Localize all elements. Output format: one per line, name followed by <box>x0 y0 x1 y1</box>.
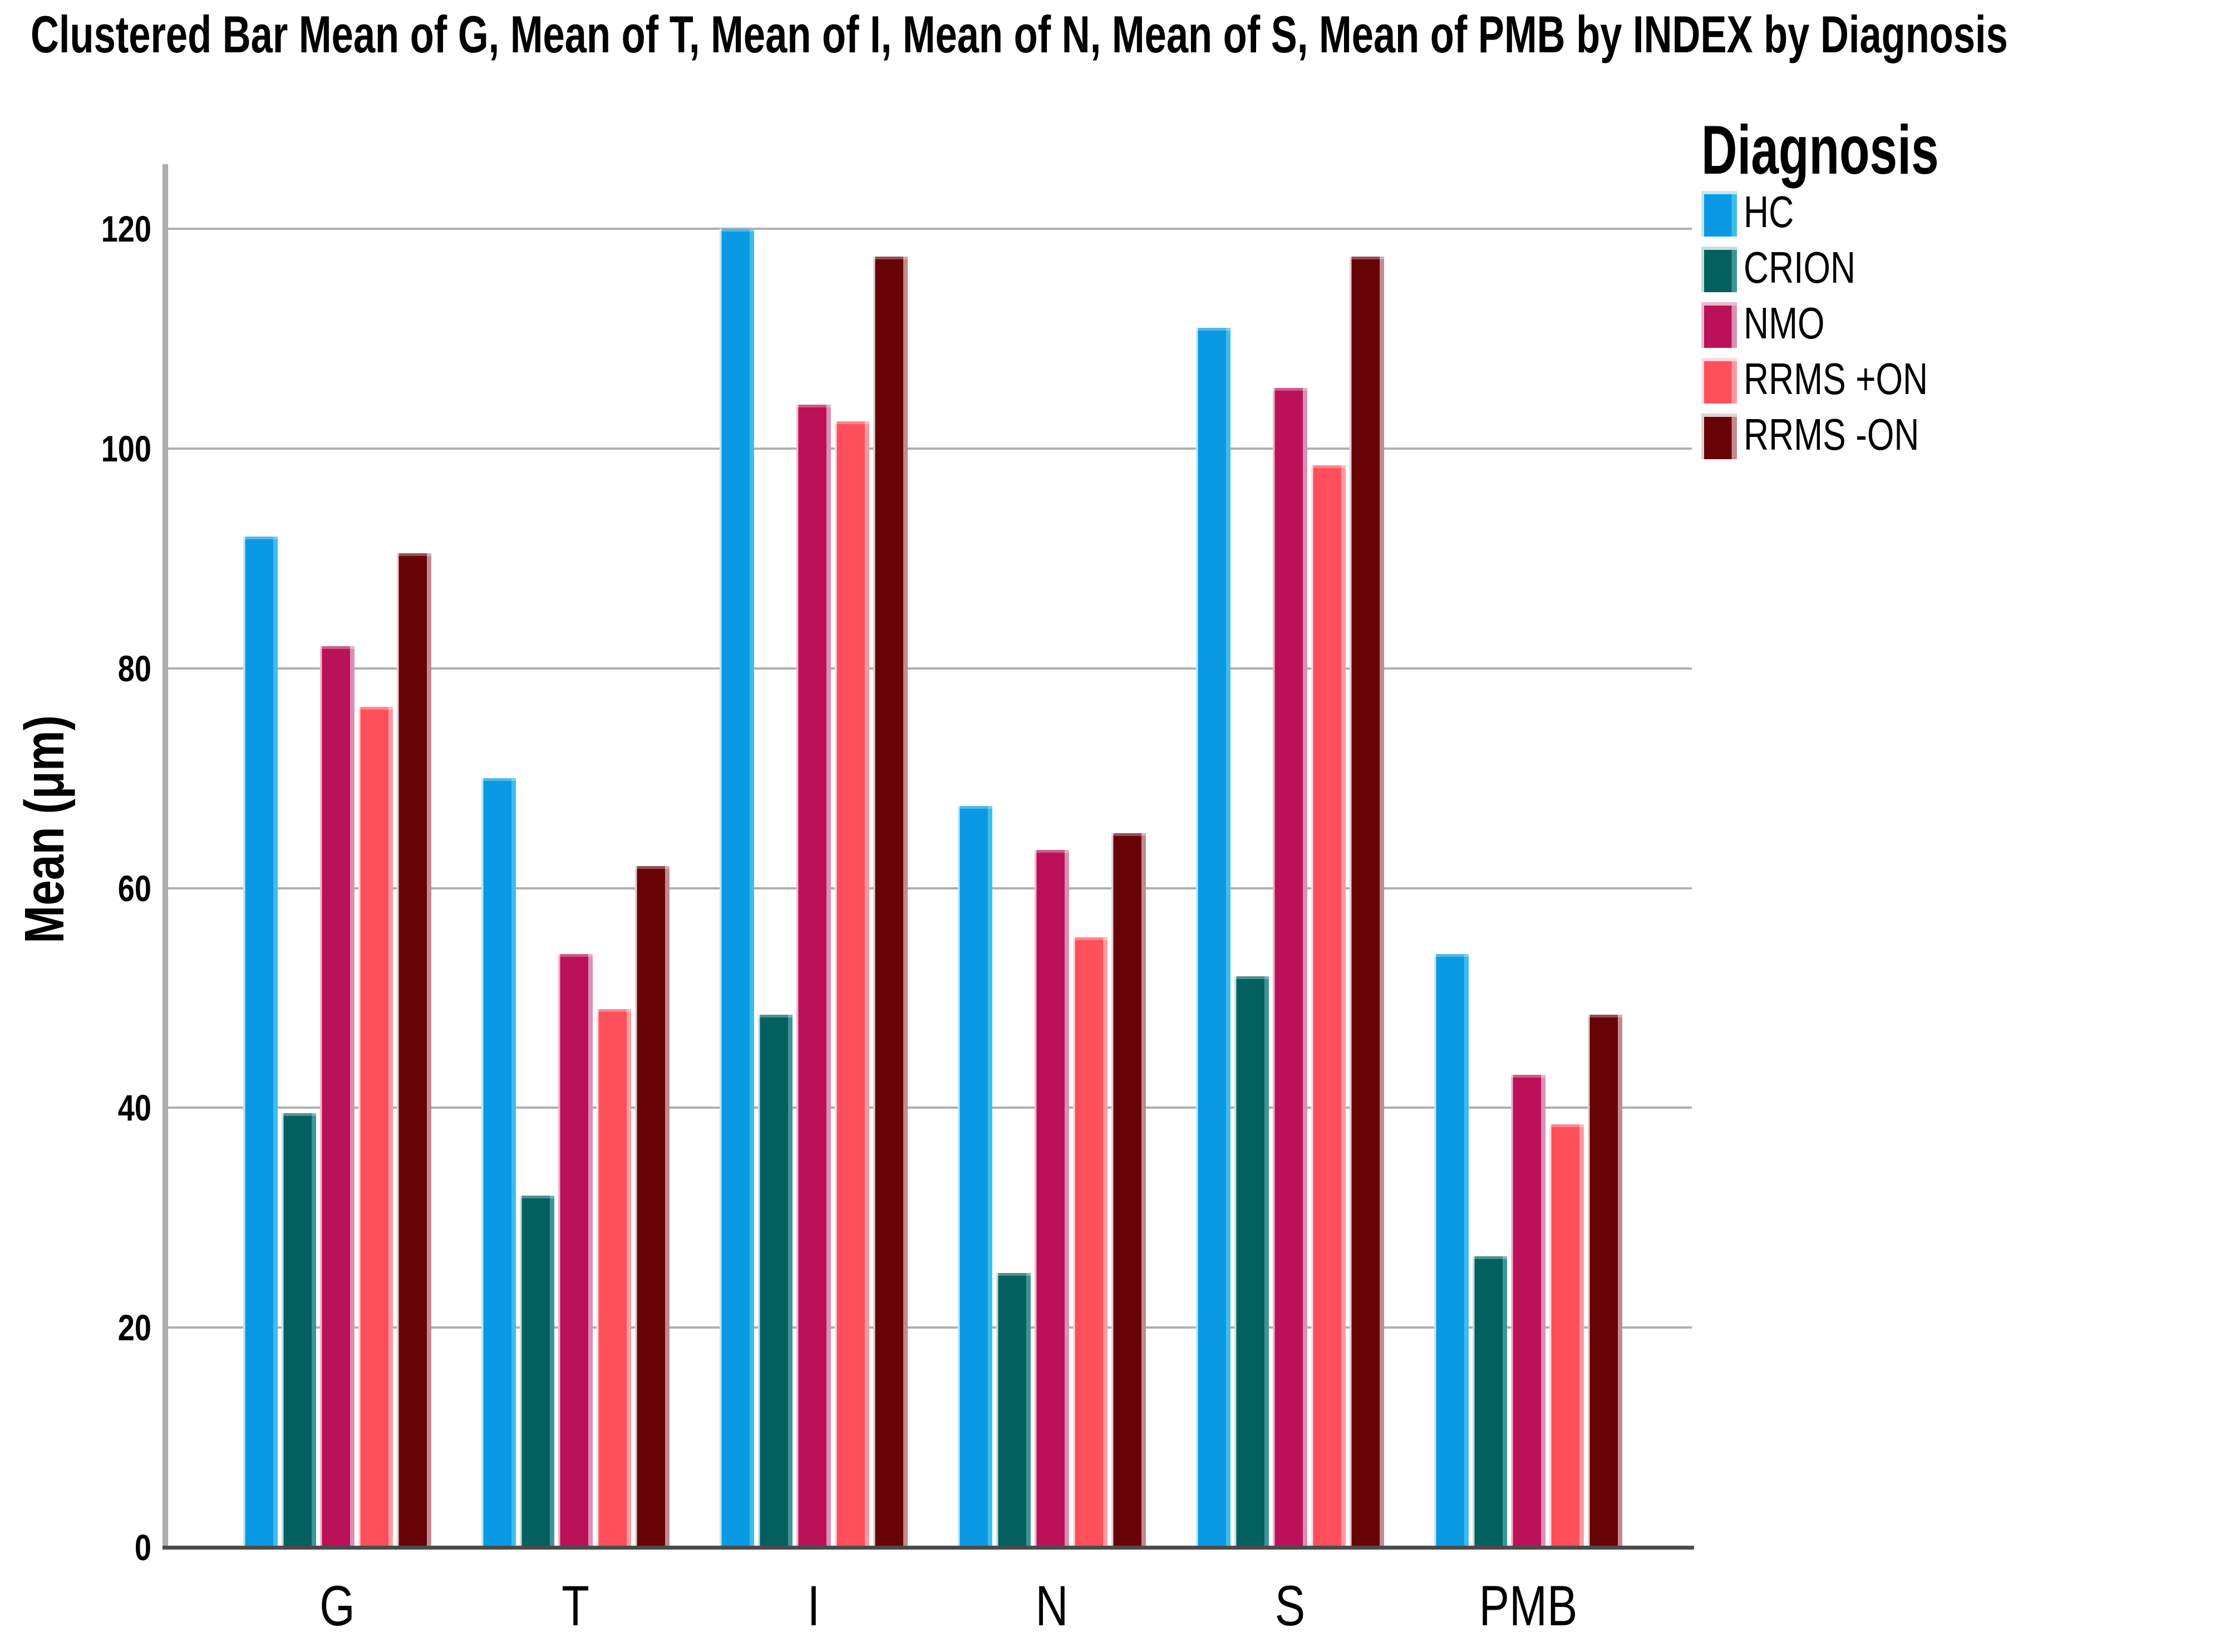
bar-S-CRION <box>1234 976 1269 1547</box>
legend-swatch-icon <box>1701 247 1737 292</box>
y-axis-title: Mean (μm) <box>13 715 76 944</box>
bar-I-CRION <box>758 1015 792 1547</box>
bar-N-CRION <box>996 1273 1031 1547</box>
legend-swatch-icon <box>1701 358 1737 404</box>
y-tick-label: 60 <box>117 867 151 909</box>
x-label-PMB: PMB <box>1479 1574 1578 1638</box>
x-axis-line <box>163 1546 1694 1550</box>
y-tick-label: 120 <box>101 208 151 250</box>
bar-G-HC <box>243 537 278 1547</box>
bar-I-NMO <box>796 405 831 1547</box>
bar-I-RRMS+ON <box>835 421 869 1547</box>
gridline <box>163 667 1692 670</box>
bar-PMB-NMO <box>1511 1075 1545 1547</box>
x-label-S: S <box>1274 1574 1306 1638</box>
legend-item-CRION: CRION <box>1701 243 2147 292</box>
bar-I-HC <box>720 229 754 1547</box>
gridline <box>163 1326 1692 1329</box>
bar-S-RRMS+ON <box>1311 465 1346 1547</box>
chart-title: Clustered Bar Mean of G, Mean of T, Mean… <box>31 5 2008 63</box>
x-label-T: T <box>562 1574 589 1638</box>
legend-item-HC: HC <box>1701 187 2147 237</box>
bar-PMB-RRMS-ON <box>1588 1015 1622 1547</box>
bar-G-RRMS+ON <box>358 707 393 1547</box>
legend-label: CRION <box>1744 243 1856 292</box>
gridline <box>163 887 1692 889</box>
bar-S-HC <box>1196 328 1230 1547</box>
legend-item-RRMS+ON: RRMS +ON <box>1701 354 2147 404</box>
bar-T-HC <box>481 778 516 1547</box>
bar-T-RRMS-ON <box>635 866 670 1547</box>
bar-PMB-RRMS+ON <box>1549 1124 1584 1547</box>
y-tick-label: 80 <box>117 647 151 689</box>
y-tick-label: 100 <box>101 428 151 469</box>
bar-PMB-CRION <box>1473 1256 1507 1547</box>
legend-label: RRMS +ON <box>1744 354 1928 404</box>
gridline <box>163 228 1692 230</box>
x-label-I: I <box>807 1574 820 1638</box>
bar-N-HC <box>958 806 992 1547</box>
y-axis-line <box>163 164 168 1547</box>
y-tick-label: 0 <box>134 1527 151 1568</box>
bar-G-NMO <box>320 646 355 1547</box>
bar-N-NMO <box>1035 850 1069 1547</box>
bar-S-RRMS-ON <box>1350 257 1384 1547</box>
bar-PMB-HC <box>1434 954 1469 1547</box>
bar-S-NMO <box>1273 388 1307 1547</box>
legend-title: Diagnosis <box>1701 112 1939 189</box>
legend-label: HC <box>1744 187 1794 237</box>
y-tick-label: 20 <box>117 1307 151 1349</box>
bar-T-CRION <box>520 1196 554 1547</box>
legend-item-RRMS-ON: RRMS -ON <box>1701 410 2147 459</box>
gridline <box>163 1107 1692 1109</box>
bar-I-RRMS-ON <box>873 257 908 1547</box>
x-label-G: G <box>319 1574 355 1638</box>
legend-swatch-icon <box>1701 302 1737 348</box>
gridline <box>163 448 1692 450</box>
legend-swatch-icon <box>1701 414 1737 459</box>
bar-T-RRMS+ON <box>597 1009 631 1547</box>
y-tick-label: 40 <box>117 1087 151 1129</box>
bar-N-RRMS+ON <box>1073 937 1107 1547</box>
legend-label: NMO <box>1744 298 1825 348</box>
legend-item-NMO: NMO <box>1701 298 2147 348</box>
x-label-N: N <box>1035 1574 1069 1638</box>
bar-G-RRMS-ON <box>397 553 431 1547</box>
bar-T-NMO <box>558 954 593 1547</box>
bar-G-CRION <box>282 1113 316 1547</box>
legend-label: RRMS -ON <box>1744 410 1919 459</box>
bar-N-RRMS-ON <box>1111 833 1146 1547</box>
legend: Diagnosis HC CRION NMO RRMS +ON RRMS -ON <box>1701 112 2202 459</box>
legend-swatch-icon <box>1701 191 1737 237</box>
